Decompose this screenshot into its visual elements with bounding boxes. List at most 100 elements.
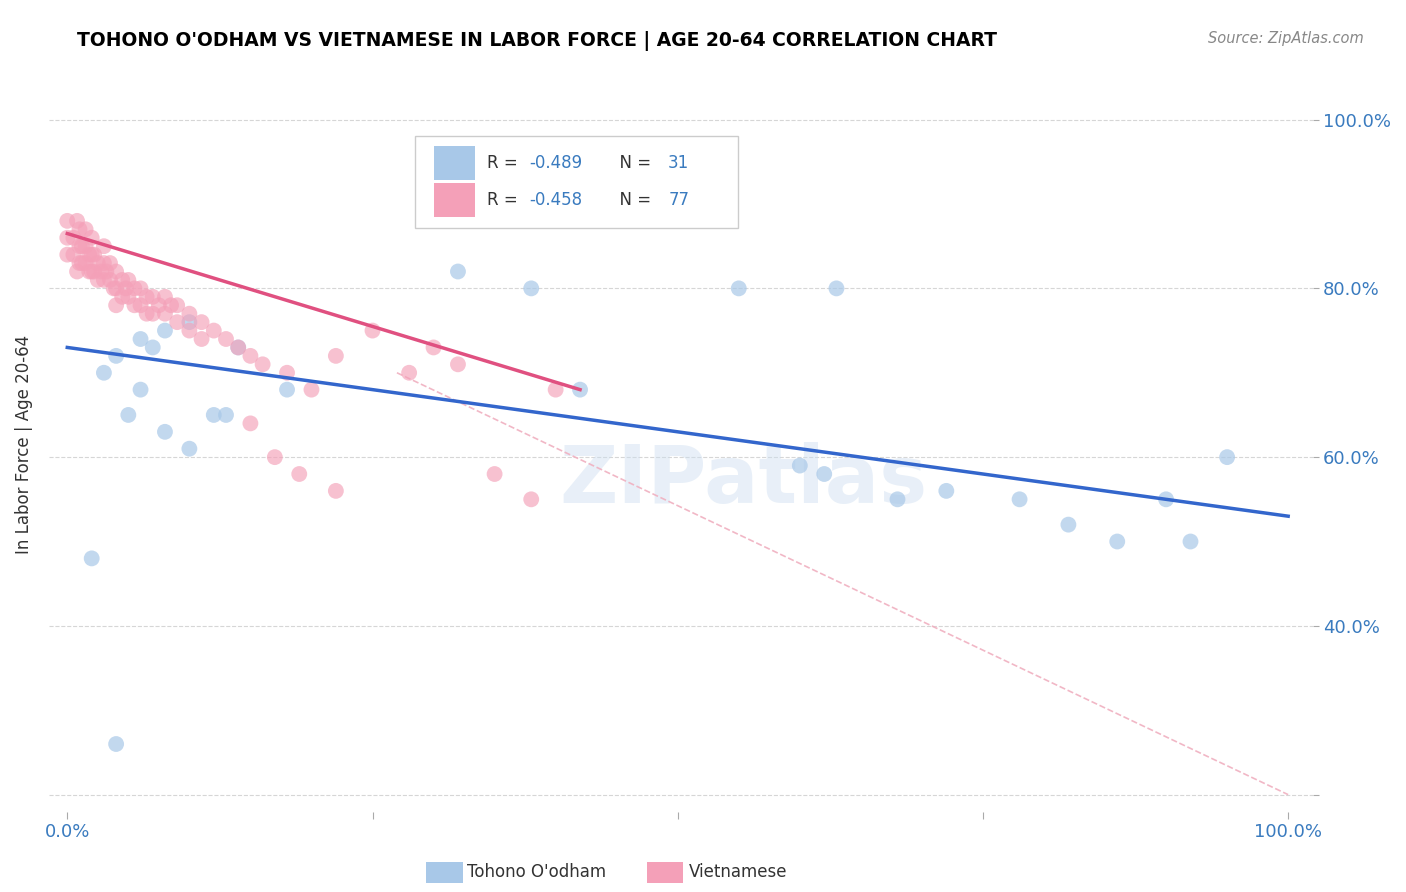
Point [276,383,298,397]
Text: Tohono O'odham: Tohono O'odham [467,863,606,881]
Point [62,231,84,245]
Point [142,307,165,321]
Point [520,492,543,507]
Point [96,264,118,278]
Point [520,281,543,295]
Point [105,281,128,295]
Point [789,458,811,473]
Point [105,349,128,363]
Text: Vietnamese: Vietnamese [689,863,787,881]
Text: N =: N = [609,191,657,209]
Point [190,315,212,329]
Point [148,298,170,312]
Point [301,383,323,397]
Point [105,264,128,278]
Text: -0.458: -0.458 [529,191,582,209]
Point [117,273,139,287]
Text: 31: 31 [668,154,689,172]
Point [135,307,157,321]
Point [886,492,908,507]
Point [325,483,347,498]
Point [263,450,285,464]
Point [93,256,115,270]
Point [215,408,238,422]
Point [484,467,506,481]
Point [103,281,125,295]
Point [166,315,188,329]
Point [75,256,97,270]
Point [124,298,146,312]
Point [93,366,115,380]
Text: -0.489: -0.489 [529,154,582,172]
Point [153,307,176,321]
Point [80,247,103,261]
Point [142,341,165,355]
Point [935,483,957,498]
Point [544,383,567,397]
Point [70,239,93,253]
Point [398,366,420,380]
Point [447,357,470,371]
Point [66,214,89,228]
Point [56,247,79,261]
Point [1057,517,1080,532]
Point [129,383,152,397]
Point [111,290,134,304]
Point [135,290,157,304]
Point [1008,492,1031,507]
Point [87,273,110,287]
FancyBboxPatch shape [434,146,475,180]
Point [153,290,176,304]
Point [83,264,105,278]
Point [80,264,103,278]
Text: R =: R = [488,191,523,209]
Point [56,231,79,245]
Point [129,281,152,295]
Point [70,256,93,270]
Y-axis label: In Labor Force | Age 20-64: In Labor Force | Age 20-64 [15,334,32,554]
Point [239,417,262,431]
Point [62,247,84,261]
Point [325,349,347,363]
Point [202,408,225,422]
Point [202,324,225,338]
Point [117,408,139,422]
Point [77,247,100,261]
Point [66,264,89,278]
Text: Source: ZipAtlas.com: Source: ZipAtlas.com [1208,31,1364,46]
Point [80,551,103,566]
Point [75,239,97,253]
Point [215,332,238,346]
Point [1180,534,1202,549]
Text: ZIPatlas: ZIPatlas [560,442,928,520]
Point [105,298,128,312]
Point [361,324,384,338]
Point [252,357,274,371]
Point [115,281,138,295]
Point [166,298,188,312]
Point [179,442,201,456]
Point [69,256,91,270]
Text: 77: 77 [668,191,689,209]
Point [83,247,105,261]
Point [226,341,249,355]
Point [56,214,79,228]
Point [69,222,91,236]
Point [153,425,176,439]
Point [124,281,146,295]
Point [160,298,183,312]
Point [93,273,115,287]
Point [1107,534,1129,549]
Point [153,324,176,338]
Point [87,256,110,270]
Point [93,239,115,253]
Point [142,290,165,304]
Point [825,281,848,295]
Point [98,256,121,270]
Point [569,383,592,397]
Point [239,349,262,363]
Point [98,273,121,287]
Point [422,341,444,355]
Point [111,273,134,287]
Text: TOHONO O'ODHAM VS VIETNAMESE IN LABOR FORCE | AGE 20-64 CORRELATION CHART: TOHONO O'ODHAM VS VIETNAMESE IN LABOR FO… [77,31,997,51]
